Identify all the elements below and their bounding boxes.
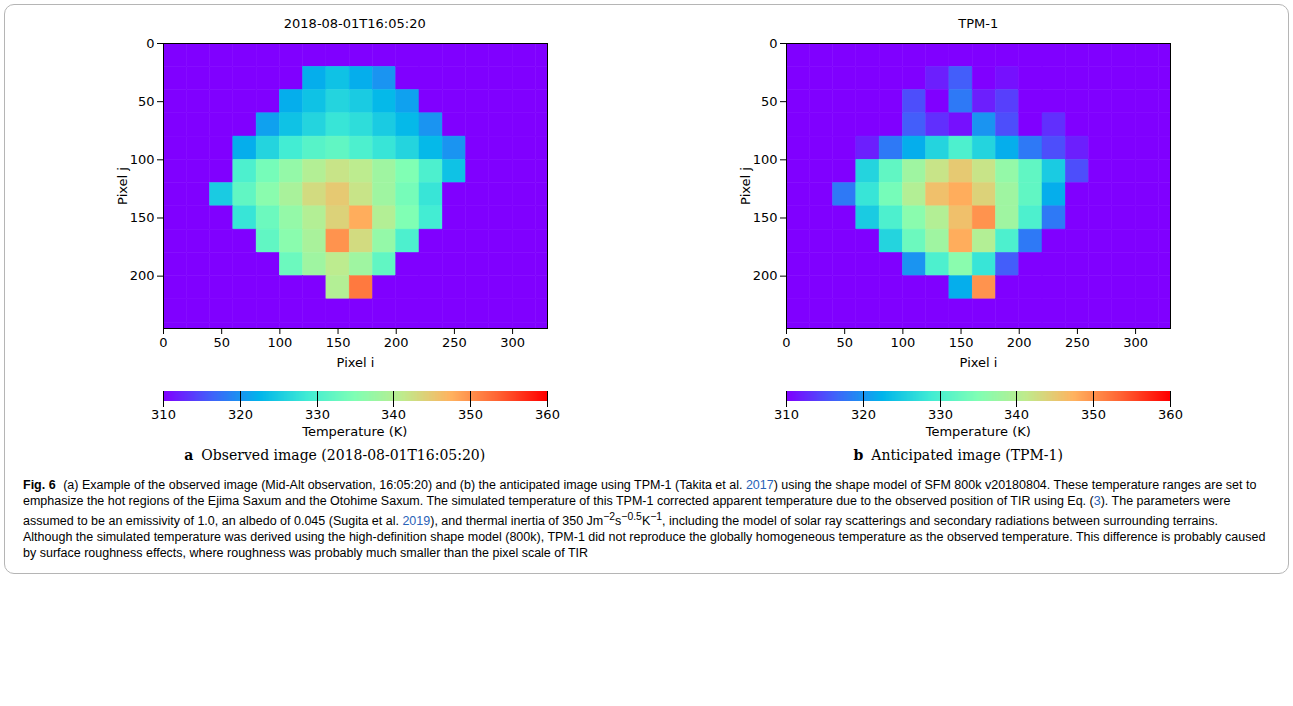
- svg-text:330: 330: [305, 407, 330, 422]
- html-text:Temperature (K): Temperature (K): [925, 424, 1031, 439]
- html-text:2018-08-01T16:05:20: 2018-08-01T16:05:20: [283, 16, 426, 31]
- svg-text:200: 200: [753, 268, 778, 283]
- svg-text:0: 0: [159, 335, 167, 350]
- svg-text:50: 50: [837, 335, 854, 350]
- svg-text:150: 150: [753, 210, 778, 225]
- svg-text:310: 310: [774, 407, 799, 422]
- svg-text:250: 250: [442, 335, 467, 350]
- svg-text:340: 340: [381, 407, 406, 422]
- svg-text:0: 0: [783, 335, 791, 350]
- svg-text:300: 300: [500, 335, 525, 350]
- svg-text:150: 150: [949, 335, 974, 350]
- svg-text:100: 100: [753, 152, 778, 167]
- svg-text:200: 200: [1007, 335, 1032, 350]
- svg-text:200: 200: [129, 268, 154, 283]
- svg-text:100: 100: [267, 335, 292, 350]
- html-text:Temperature (K): Temperature (K): [302, 424, 408, 439]
- svg-text:200: 200: [384, 335, 409, 350]
- svg-text:150: 150: [325, 335, 350, 350]
- svg-text:100: 100: [129, 152, 154, 167]
- html-text:Anticipated image (TPM-1): Anticipated image (TPM-1): [871, 447, 1063, 463]
- html-text:a: a: [184, 447, 194, 463]
- svg-text:330: 330: [928, 407, 953, 422]
- html-text:b: b: [853, 447, 864, 463]
- html-text:Observed image (2018-08-01T16:: Observed image (2018-08-01T16:05:20): [201, 447, 486, 463]
- svg-text:Pixel j: Pixel j: [114, 167, 129, 205]
- svg-text:250: 250: [1065, 335, 1090, 350]
- svg-text:360: 360: [1158, 407, 1183, 422]
- svg-text:0: 0: [769, 36, 777, 51]
- svg-text:320: 320: [851, 407, 876, 422]
- svg-text:Pixel i: Pixel i: [336, 355, 374, 370]
- svg-text:50: 50: [761, 94, 778, 109]
- svg-text:150: 150: [129, 210, 154, 225]
- svg-text:310: 310: [151, 407, 176, 422]
- svg-text:50: 50: [138, 94, 155, 109]
- svg-text:0: 0: [146, 36, 154, 51]
- svg-text:340: 340: [1004, 407, 1029, 422]
- html-text:TPM-1: TPM-1: [958, 16, 999, 31]
- svg-text:300: 300: [1123, 335, 1148, 350]
- svg-text:350: 350: [458, 407, 483, 422]
- svg-text:320: 320: [228, 407, 253, 422]
- svg-text:360: 360: [535, 407, 560, 422]
- svg-text:Pixel j: Pixel j: [738, 167, 753, 205]
- svg-text:50: 50: [213, 335, 230, 350]
- svg-text:Pixel i: Pixel i: [960, 355, 998, 370]
- svg-text:100: 100: [891, 335, 916, 350]
- html-text:Fig. 6 (a) Example of the obse: Fig. 6 (a) Example of the observed image…: [23, 478, 1266, 561]
- svg-text:350: 350: [1081, 407, 1106, 422]
